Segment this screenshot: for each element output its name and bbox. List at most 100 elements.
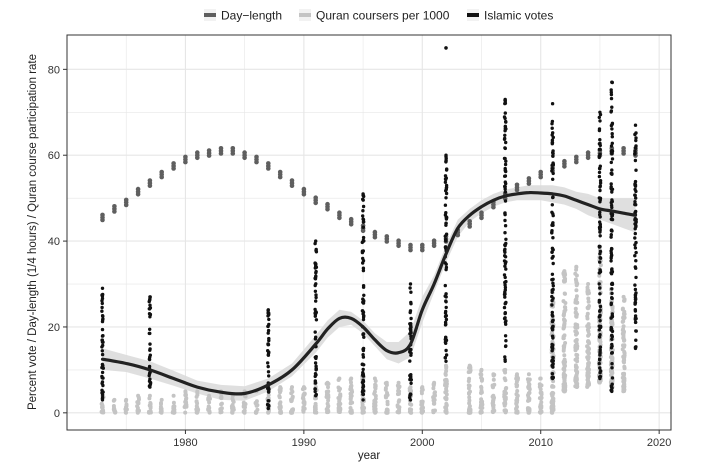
day-length-point [195, 150, 200, 155]
islamic-vote-point [609, 246, 614, 251]
islamic-vote-point [503, 301, 508, 306]
quran-point [503, 367, 508, 372]
quran-point [431, 398, 436, 403]
quran-point [526, 407, 530, 412]
islamic-vote-point [551, 261, 555, 266]
islamic-vote-point [100, 296, 105, 301]
quran-point [574, 332, 578, 337]
day-length-point [420, 242, 425, 248]
islamic-vote-point [633, 346, 638, 351]
islamic-vote-point [551, 277, 555, 281]
quran-point [563, 341, 568, 345]
quran-point [255, 403, 260, 408]
quran-point [290, 396, 295, 401]
quran-point [301, 397, 306, 402]
islamic-vote-point [550, 319, 555, 324]
quran-point [621, 316, 626, 321]
day-length-point [100, 212, 105, 218]
islamic-vote-point [361, 198, 365, 202]
islamic-vote-outlier [444, 46, 448, 50]
quran-point [135, 410, 140, 415]
quran-point [467, 404, 472, 409]
islamic-vote-point [551, 281, 555, 285]
islamic-vote-point [443, 245, 448, 249]
x-tick-label: 2010 [528, 437, 552, 449]
quran-point [194, 410, 199, 415]
quran-point [218, 410, 223, 415]
islamic-vote-point [633, 287, 638, 292]
islamic-vote-point [267, 322, 271, 327]
islamic-vote-point [444, 211, 448, 215]
day-length-point [396, 238, 401, 243]
quran-point [302, 391, 307, 396]
quran-point [206, 404, 211, 409]
quran-point [561, 347, 566, 351]
quran-point [195, 392, 200, 397]
quran-point [622, 378, 627, 383]
islamic-vote-point [633, 193, 637, 197]
islamic-vote-point [633, 246, 638, 250]
quran-point [539, 409, 544, 414]
islamic-vote-point [443, 294, 447, 298]
quran-point [444, 410, 449, 415]
islamic-vote-point [634, 240, 638, 245]
islamic-vote-point [361, 217, 365, 221]
day-length-point [301, 186, 307, 192]
quran-point [326, 385, 330, 390]
islamic-vote-point [633, 179, 638, 184]
day-length-point [514, 182, 520, 188]
quran-point [563, 279, 567, 283]
islamic-vote-point [100, 370, 105, 375]
quran-point [467, 391, 471, 395]
quran-point [326, 409, 331, 414]
islamic-vote-point [267, 399, 271, 403]
islamic-vote-point [503, 288, 507, 292]
quran-point [586, 282, 591, 286]
islamic-vote-point [633, 236, 637, 240]
quran-point [229, 404, 234, 409]
islamic-vote-point [443, 203, 448, 207]
quran-point [326, 398, 331, 403]
quran-point [171, 393, 176, 398]
islamic-vote-point [633, 149, 637, 154]
islamic-vote-point [266, 364, 270, 369]
islamic-vote-point [503, 334, 508, 338]
quran-point [277, 401, 282, 406]
quran-point [573, 310, 578, 315]
islamic-vote-point [634, 224, 638, 229]
quran-point [112, 397, 117, 402]
islamic-vote-point [361, 259, 366, 263]
islamic-vote-point [443, 177, 448, 181]
quran-point [515, 372, 519, 377]
islamic-vote-point [503, 111, 507, 115]
quran-point [491, 403, 496, 408]
quran-point [575, 359, 580, 364]
islamic-vote-point [551, 161, 555, 165]
islamic-vote-point [361, 285, 366, 289]
islamic-vote-point [444, 348, 448, 353]
quran-point [230, 410, 235, 415]
islamic-vote-point [633, 320, 638, 325]
islamic-vote-point [148, 347, 152, 351]
islamic-vote-point [598, 200, 602, 204]
legend-label-quran: Quran coursers per 1000 [316, 9, 450, 23]
quran-point [218, 407, 223, 412]
quran-point [610, 378, 615, 383]
islamic-vote-point [633, 183, 638, 187]
x-tick-label: 2020 [647, 437, 671, 449]
quran-point [373, 400, 378, 405]
quran-point [243, 394, 248, 399]
quran-point [562, 357, 567, 362]
islamic-vote-point [609, 187, 614, 191]
islamic-vote-point [598, 147, 602, 152]
islamic-vote-point [444, 299, 448, 303]
quran-point [124, 403, 129, 408]
islamic-vote-point [551, 324, 555, 328]
islamic-vote-point [444, 309, 448, 314]
quran-point [598, 263, 603, 268]
day-length-point [384, 234, 390, 239]
islamic-vote-point [101, 343, 105, 348]
islamic-vote-point [313, 372, 318, 376]
quran-point [431, 409, 436, 414]
